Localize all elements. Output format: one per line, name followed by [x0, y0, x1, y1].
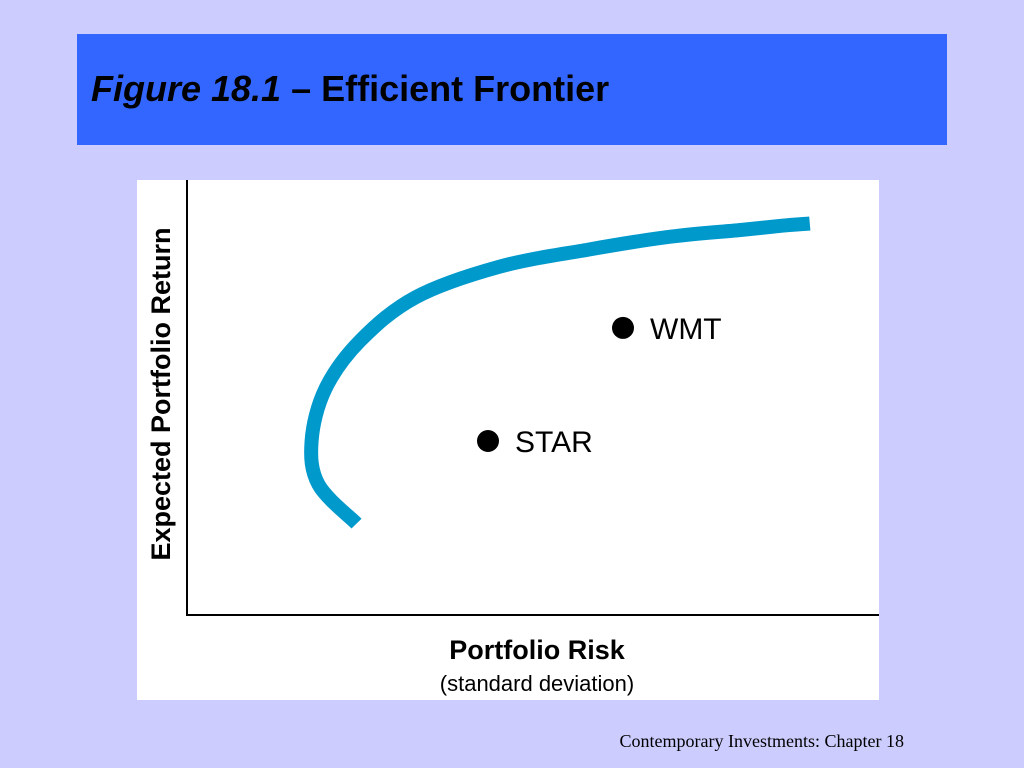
title-bar: Figure 18.1 – Efficient Frontier	[77, 34, 947, 145]
y-axis-label: Expected Portfolio Return	[146, 227, 176, 560]
x-axis-sublabel: (standard deviation)	[440, 671, 634, 696]
chart-panel: WMT STAR Expected Portfolio Return Portfo…	[137, 180, 879, 700]
point-label-wmt: WMT	[650, 313, 722, 346]
x-axis-label: Portfolio Risk	[449, 635, 625, 665]
slide-title-figure: Figure 18.1	[91, 68, 282, 109]
efficient-frontier-curve	[304, 216, 811, 529]
slide-title: Figure 18.1 – Efficient Frontier	[91, 71, 609, 107]
slide-footer: Contemporary Investments: Chapter 18	[619, 731, 904, 751]
point-wmt	[612, 316, 634, 339]
points-layer: WMT STAR	[477, 313, 722, 459]
point-star	[477, 430, 499, 452]
slide-title-rest: – Efficient Frontier	[281, 68, 610, 109]
point-label-star: STAR	[515, 426, 593, 459]
efficient-frontier-chart: WMT STAR Expected Portfolio Return Portfo…	[146, 180, 879, 696]
